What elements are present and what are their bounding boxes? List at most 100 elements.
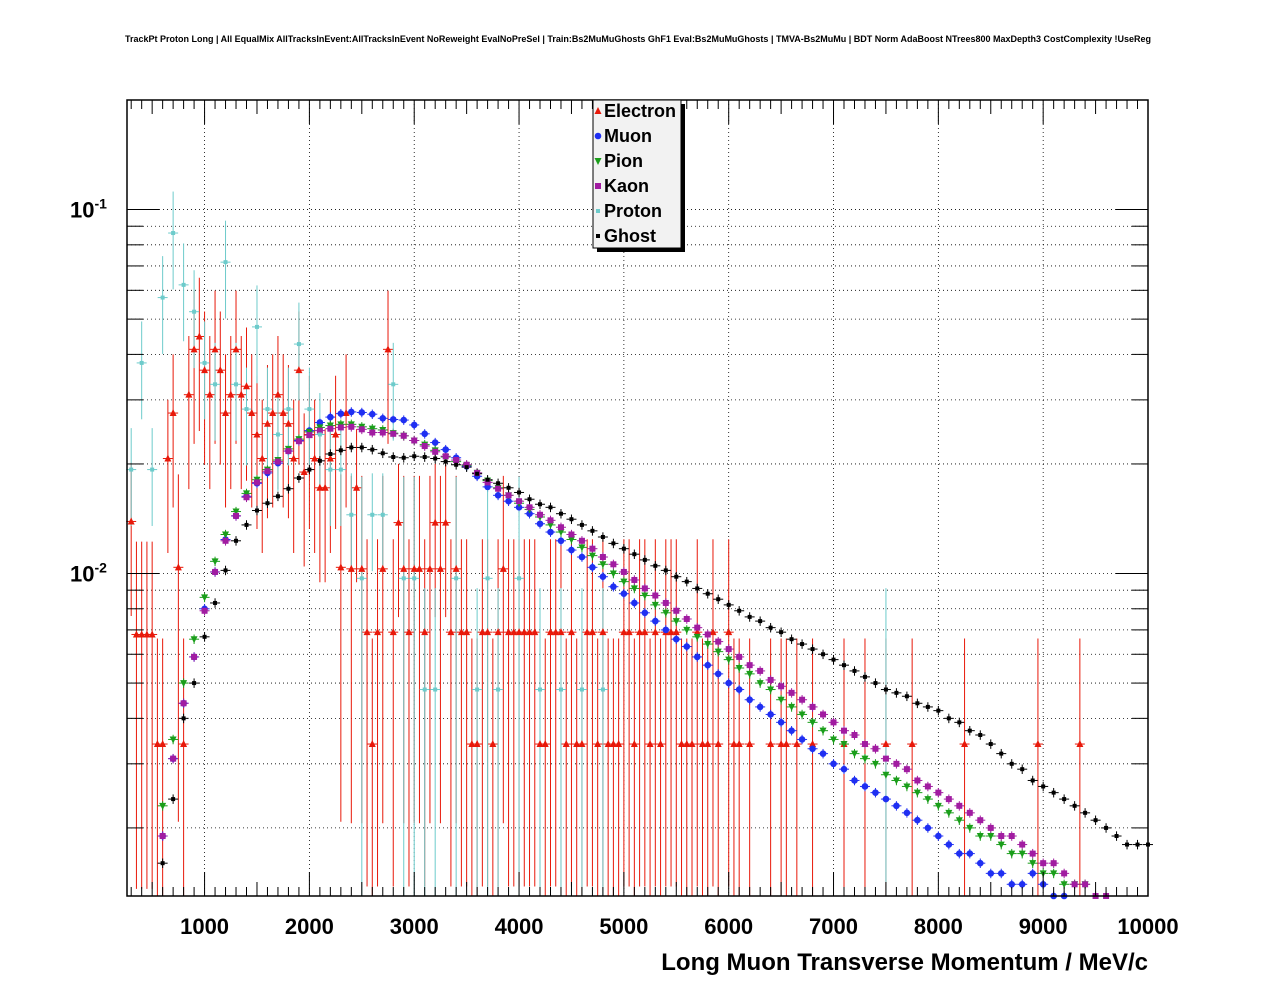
electron-point: [961, 740, 969, 748]
pion-point: [819, 727, 827, 735]
proton-point: [286, 407, 291, 412]
kaon-point: [463, 461, 470, 468]
pion-point: [840, 741, 848, 749]
kaon-point: [861, 741, 868, 748]
electron-point: [725, 628, 733, 636]
muon-point: [358, 409, 366, 416]
pion-point: [987, 833, 995, 841]
ghost-point: [821, 652, 826, 657]
ghost-point: [569, 517, 574, 522]
ghost-point: [1030, 778, 1035, 783]
pion-point: [1060, 881, 1068, 889]
electron-point: [494, 628, 502, 636]
ghost-point: [621, 546, 626, 551]
muon-point: [672, 635, 680, 643]
pion-point: [243, 490, 251, 498]
kaon-point: [620, 568, 627, 575]
electron-point: [263, 419, 271, 427]
electron-point: [683, 740, 691, 748]
kaon-point: [537, 511, 544, 518]
pion-point: [672, 618, 680, 626]
ghost-point: [527, 497, 532, 502]
ghost-point: [1114, 834, 1119, 839]
x-tick-label: 1000: [180, 914, 229, 939]
ghost-point: [202, 634, 207, 639]
kaon-point: [662, 599, 669, 606]
ghost-point: [590, 528, 595, 533]
pion-point: [913, 789, 921, 797]
muon-point: [756, 703, 764, 711]
muon-point: [631, 599, 638, 607]
pion-point: [704, 641, 712, 649]
muon-point: [337, 410, 345, 417]
kaon-point: [767, 676, 774, 683]
ghost-point: [1041, 784, 1046, 789]
electron-point: [342, 409, 350, 417]
proton-point: [202, 360, 207, 365]
electron-point: [279, 409, 287, 417]
kaon-point: [746, 662, 753, 669]
muon-point: [987, 870, 995, 877]
kaon-point: [631, 576, 638, 583]
muon-point: [935, 832, 942, 840]
kaon-point: [610, 561, 617, 568]
electron-point: [714, 740, 722, 748]
x-tick-label: 10000: [1117, 914, 1178, 939]
kaon-point: [526, 504, 533, 511]
x-tick-label: 7000: [809, 914, 858, 939]
legend-marker-muon: [594, 132, 602, 140]
electron-point: [809, 740, 817, 748]
electron-point: [599, 628, 607, 636]
electron-point: [379, 564, 387, 572]
muon-point: [505, 497, 512, 505]
electron-point: [248, 409, 256, 417]
muon-point: [914, 816, 921, 824]
chart-title: TrackPt Proton Long | All EqualMix AllTr…: [125, 34, 1151, 44]
electron-point: [908, 740, 916, 748]
ghost-point: [789, 637, 794, 642]
kaon-point: [484, 479, 491, 486]
muon-point: [861, 783, 869, 790]
muon-point: [578, 553, 586, 561]
electron-point: [169, 409, 177, 417]
ghost-point: [642, 557, 647, 562]
proton-point: [359, 576, 364, 581]
muon-point: [683, 643, 691, 650]
ghost-point: [800, 642, 805, 647]
pion-point: [850, 750, 858, 758]
electron-point: [484, 628, 492, 636]
kaon-point: [799, 696, 806, 703]
kaon-point: [547, 517, 554, 524]
electron-point: [237, 390, 245, 398]
proton-point: [171, 231, 176, 236]
pion-point: [683, 626, 691, 634]
electron-point: [148, 630, 156, 638]
kaon-point: [903, 766, 910, 773]
ghost-point: [957, 720, 962, 725]
ghost-point: [1009, 761, 1014, 766]
kaon-point: [180, 700, 187, 707]
ghost-point: [915, 701, 920, 706]
ghost-point: [317, 458, 322, 463]
proton-point: [433, 687, 438, 692]
proton-point: [192, 309, 197, 314]
ghost-point: [443, 459, 448, 464]
ghost-point: [894, 690, 899, 695]
electron-point: [222, 409, 230, 417]
pion-point: [1018, 850, 1026, 858]
muon-point: [610, 583, 617, 590]
pion-point: [693, 633, 701, 641]
kaon-point: [809, 703, 816, 710]
proton-point: [380, 512, 385, 517]
electron-point: [515, 628, 523, 636]
proton-point: [600, 687, 605, 692]
kaon-point: [683, 615, 690, 622]
proton-point: [150, 467, 155, 472]
ghost-point: [883, 687, 888, 692]
kaon-point: [1082, 881, 1089, 888]
electron-point: [615, 740, 623, 748]
electron-point: [478, 628, 486, 636]
muon-point: [652, 617, 659, 625]
pion-point: [871, 760, 879, 768]
electron-point: [463, 628, 471, 636]
